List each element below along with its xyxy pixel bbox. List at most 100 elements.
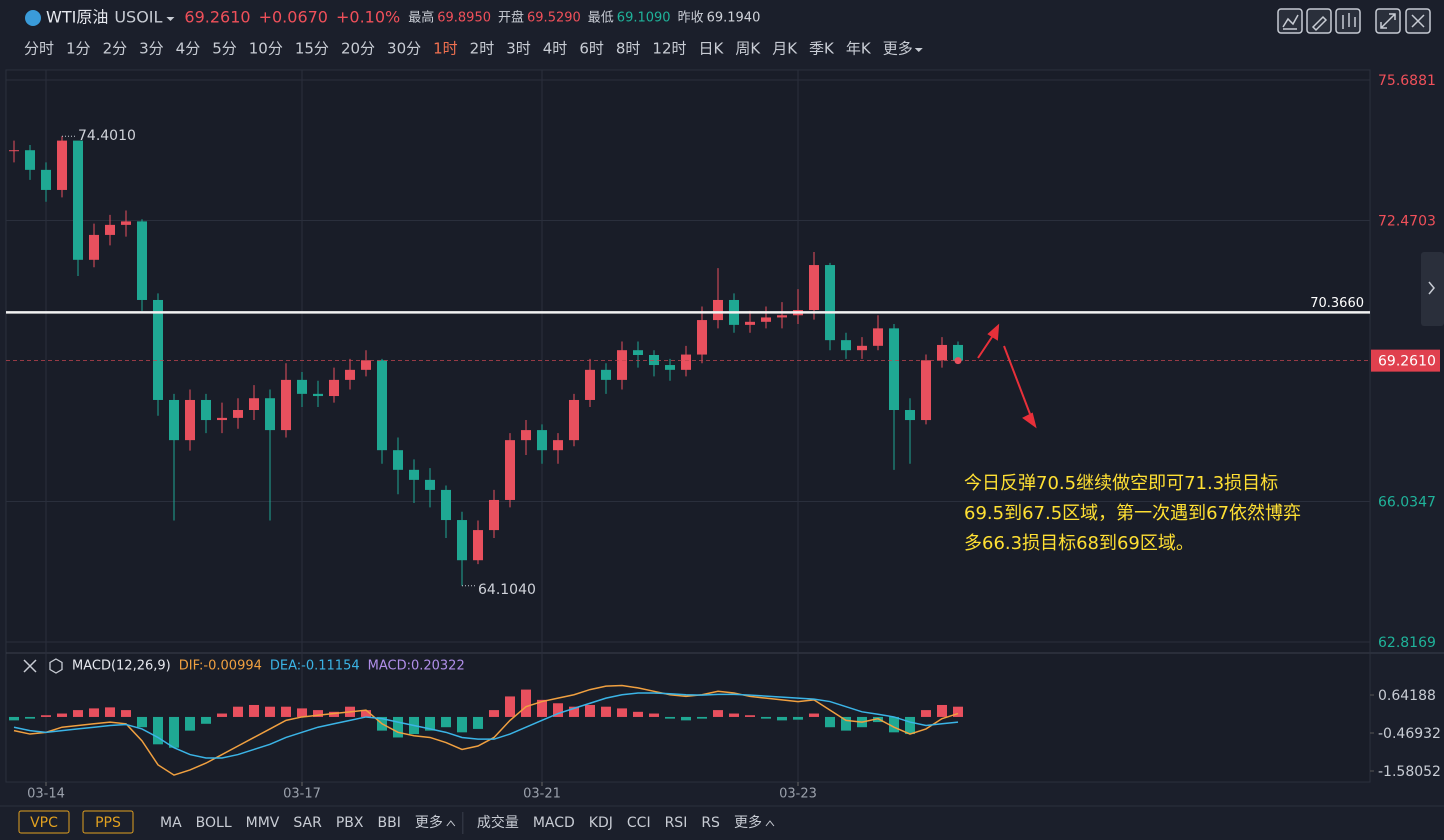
arrow-up bbox=[977, 333, 995, 359]
candle-body bbox=[265, 398, 275, 431]
symbol-code[interactable]: USOIL bbox=[114, 8, 162, 27]
toolbar-item[interactable]: 更多 bbox=[734, 814, 762, 831]
macd-bar bbox=[217, 713, 227, 717]
timeframe[interactable]: 12时 bbox=[652, 40, 686, 58]
icon bbox=[1311, 15, 1328, 32]
timeframe[interactable]: 年K bbox=[846, 40, 872, 58]
header-change_pct: +0.10% bbox=[336, 8, 400, 27]
macd-bar bbox=[841, 716, 851, 731]
timeframe[interactable]: 20分 bbox=[341, 40, 375, 58]
toolbar-item[interactable]: RSI bbox=[665, 815, 688, 831]
arrow-head bbox=[1022, 412, 1037, 429]
timeframe[interactable]: 30分 bbox=[387, 40, 421, 58]
timeframe[interactable]: 1分 bbox=[66, 40, 91, 58]
timeframe[interactable]: 更多 bbox=[883, 40, 913, 58]
timeframe[interactable]: 6时 bbox=[579, 40, 604, 58]
timeframe[interactable]: 分时 bbox=[24, 40, 54, 58]
close-indicator[interactable] bbox=[23, 659, 37, 673]
dif-line bbox=[13, 684, 959, 776]
macd-bar bbox=[265, 706, 275, 717]
candle-body bbox=[585, 369, 595, 400]
toolbar-item[interactable]: BBI bbox=[377, 815, 400, 831]
macd-bar bbox=[121, 710, 131, 717]
macd-bar bbox=[617, 708, 627, 717]
toolbar-caret bbox=[446, 820, 456, 827]
stat-value: 69.1940 bbox=[707, 11, 761, 26]
candle-body bbox=[9, 150, 19, 152]
macd-bar bbox=[105, 707, 115, 717]
toolbar-item[interactable]: SAR bbox=[293, 815, 322, 831]
indicator-legend: MACD:0.20322 bbox=[368, 659, 465, 674]
candle-body bbox=[185, 399, 195, 441]
x-tick-label: 03-21 bbox=[523, 787, 561, 802]
timeframe[interactable]: 日K bbox=[699, 40, 725, 58]
toolbar-button-label: PPS bbox=[95, 815, 121, 831]
candle-body bbox=[713, 299, 723, 321]
timeframe[interactable]: 季K bbox=[809, 40, 835, 58]
y-tick-label: 72.4703 bbox=[1378, 213, 1436, 229]
macd-bar bbox=[393, 716, 403, 738]
macd-bar bbox=[457, 716, 467, 733]
timeframe[interactable]: 3分 bbox=[139, 40, 164, 58]
timeframe[interactable]: 4时 bbox=[543, 40, 568, 58]
timeframe[interactable]: 15分 bbox=[295, 40, 329, 58]
annotation-text: 69.5到67.5区域，第一次遇到67依然博弈 bbox=[964, 503, 1301, 524]
timeframe[interactable]: 1时 bbox=[433, 40, 458, 58]
toolbar-button[interactable] bbox=[18, 810, 70, 834]
macd-bar bbox=[777, 716, 787, 721]
candle-body bbox=[601, 369, 611, 380]
timeframe[interactable]: 8时 bbox=[616, 40, 641, 58]
candle-body bbox=[665, 365, 675, 370]
last-price-dot bbox=[954, 357, 962, 365]
timeframe[interactable]: 月K bbox=[772, 40, 798, 58]
candle-body bbox=[121, 221, 131, 225]
toolbar-item[interactable]: BOLL bbox=[196, 815, 232, 831]
toolbar-item[interactable]: MA bbox=[160, 815, 182, 831]
icon bbox=[1380, 13, 1396, 29]
macd-bar bbox=[313, 710, 323, 717]
macd-bar bbox=[825, 716, 835, 728]
macd-bar bbox=[665, 716, 675, 719]
timeframe[interactable]: 10分 bbox=[249, 40, 283, 58]
toolbar-button[interactable] bbox=[82, 810, 134, 834]
timeframe[interactable]: 2时 bbox=[470, 40, 495, 58]
macd-bar bbox=[473, 716, 483, 729]
toolbar-item[interactable]: PBX bbox=[336, 815, 364, 831]
horizontal-line-label: 70.3660 bbox=[1310, 296, 1364, 311]
timeframe[interactable]: 3时 bbox=[506, 40, 531, 58]
candle-body bbox=[409, 469, 419, 480]
toolbar-item[interactable]: CCI bbox=[627, 815, 651, 831]
settings-indicator[interactable] bbox=[49, 658, 63, 674]
toolbar-item[interactable]: 更多 bbox=[415, 814, 443, 831]
extreme-label: 64.1040 bbox=[478, 582, 536, 598]
timeframe[interactable]: 4分 bbox=[176, 40, 201, 58]
toolbar-item[interactable]: MACD bbox=[533, 815, 575, 831]
tool-candle[interactable] bbox=[1335, 8, 1361, 34]
indicator-legend: DEA:-0.11154 bbox=[270, 659, 360, 674]
arrow-head bbox=[987, 323, 1000, 341]
symbol-name: WTI原油 bbox=[46, 8, 108, 27]
header-change: +0.0670 bbox=[259, 8, 328, 27]
stat-label: 最低 bbox=[588, 11, 614, 26]
timeframe[interactable]: 周K bbox=[735, 40, 761, 58]
toolbar-caret bbox=[765, 820, 775, 827]
macd-bar bbox=[425, 716, 435, 731]
toolbar-item[interactable]: KDJ bbox=[589, 815, 613, 831]
macd-bar bbox=[697, 716, 707, 719]
toolbar-item[interactable]: MMV bbox=[246, 815, 280, 831]
candle-body bbox=[841, 340, 851, 351]
macd-bar bbox=[201, 716, 211, 724]
more-caret bbox=[914, 48, 923, 52]
candle-body bbox=[505, 440, 515, 500]
toolbar-item[interactable]: 成交量 bbox=[477, 814, 519, 831]
toolbar-item[interactable]: RS bbox=[701, 815, 720, 831]
candle-body bbox=[137, 221, 147, 300]
y-tick-label: 75.6881 bbox=[1378, 73, 1436, 89]
macd-bar bbox=[745, 715, 755, 717]
timeframe[interactable]: 5分 bbox=[212, 40, 237, 58]
timeframe[interactable]: 2分 bbox=[103, 40, 128, 58]
candle-body bbox=[873, 328, 883, 346]
candle-body bbox=[745, 321, 755, 325]
side-toggle-icon bbox=[1428, 281, 1435, 295]
macd-bar bbox=[361, 710, 371, 717]
